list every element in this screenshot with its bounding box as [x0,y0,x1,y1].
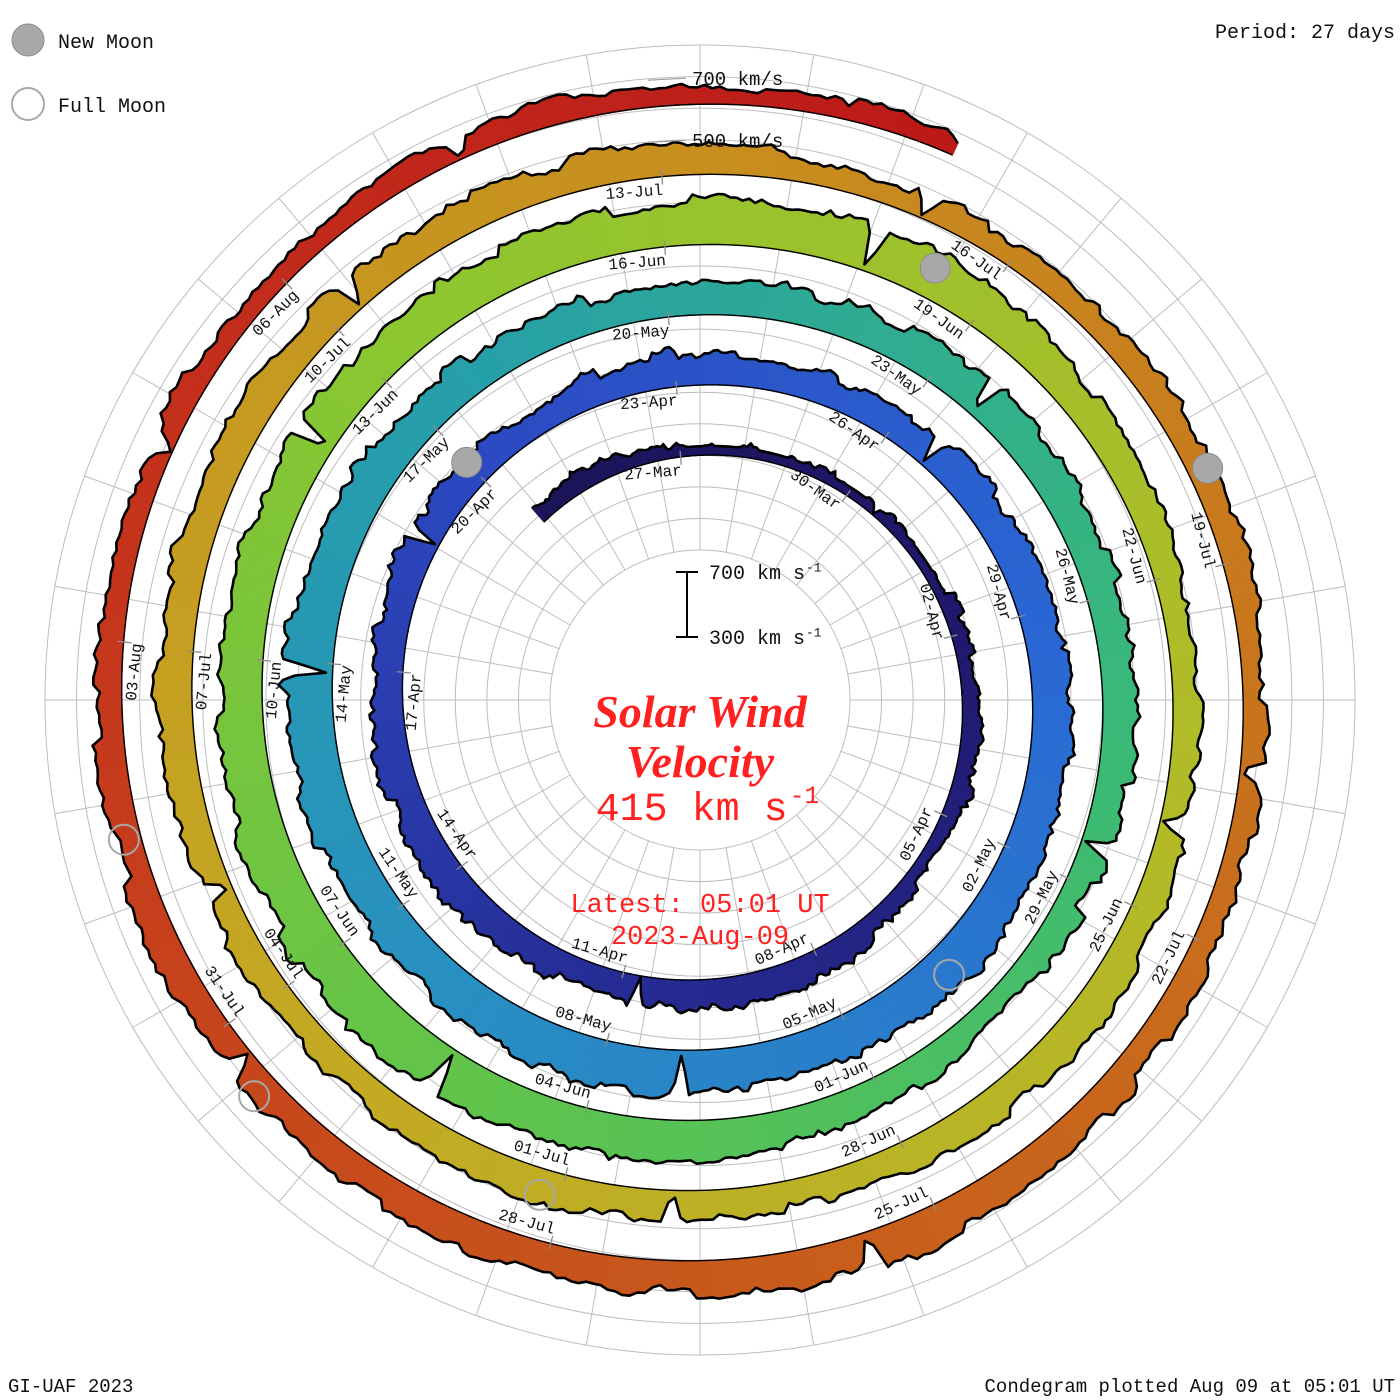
svg-text:14-May: 14-May [333,664,357,723]
svg-text:17-Apr: 17-Apr [403,673,426,732]
svg-text:-1: -1 [790,783,820,811]
svg-text:Solar Wind: Solar Wind [593,686,807,737]
svg-text:415 km s: 415 km s [596,788,788,833]
svg-text:13-Jul: 13-Jul [605,182,664,204]
svg-text:New Moon: New Moon [58,32,154,55]
svg-text:500 km/s: 500 km/s [692,131,783,153]
svg-text:10-Jun: 10-Jun [263,661,286,720]
svg-text:07-Jul: 07-Jul [193,652,216,711]
svg-text:GI-UAF 2023: GI-UAF 2023 [8,1376,133,1398]
svg-text:-1: -1 [806,560,822,575]
svg-text:20-May: 20-May [611,322,670,345]
svg-text:700 km/s: 700 km/s [692,69,783,91]
svg-text:03-Aug: 03-Aug [123,643,147,702]
svg-text:Full Moon: Full Moon [58,96,166,119]
svg-text:Period: 27 days: Period: 27 days [1215,22,1395,45]
svg-text:23-Apr: 23-Apr [619,392,678,414]
svg-text:Condegram plotted Aug 09 at 05: Condegram plotted Aug 09 at 05:01 UT [985,1376,1395,1398]
svg-text:300 km s: 300 km s [709,628,805,651]
svg-text:700 km s: 700 km s [709,563,805,586]
svg-text:27-Mar: 27-Mar [624,462,683,485]
svg-text:-1: -1 [806,625,822,640]
svg-text:Velocity: Velocity [626,736,775,787]
svg-text:2023-Aug-09: 2023-Aug-09 [611,923,789,953]
svg-text:Latest: 05:01 UT: Latest: 05:01 UT [570,891,829,921]
svg-text:16-Jun: 16-Jun [608,252,667,274]
